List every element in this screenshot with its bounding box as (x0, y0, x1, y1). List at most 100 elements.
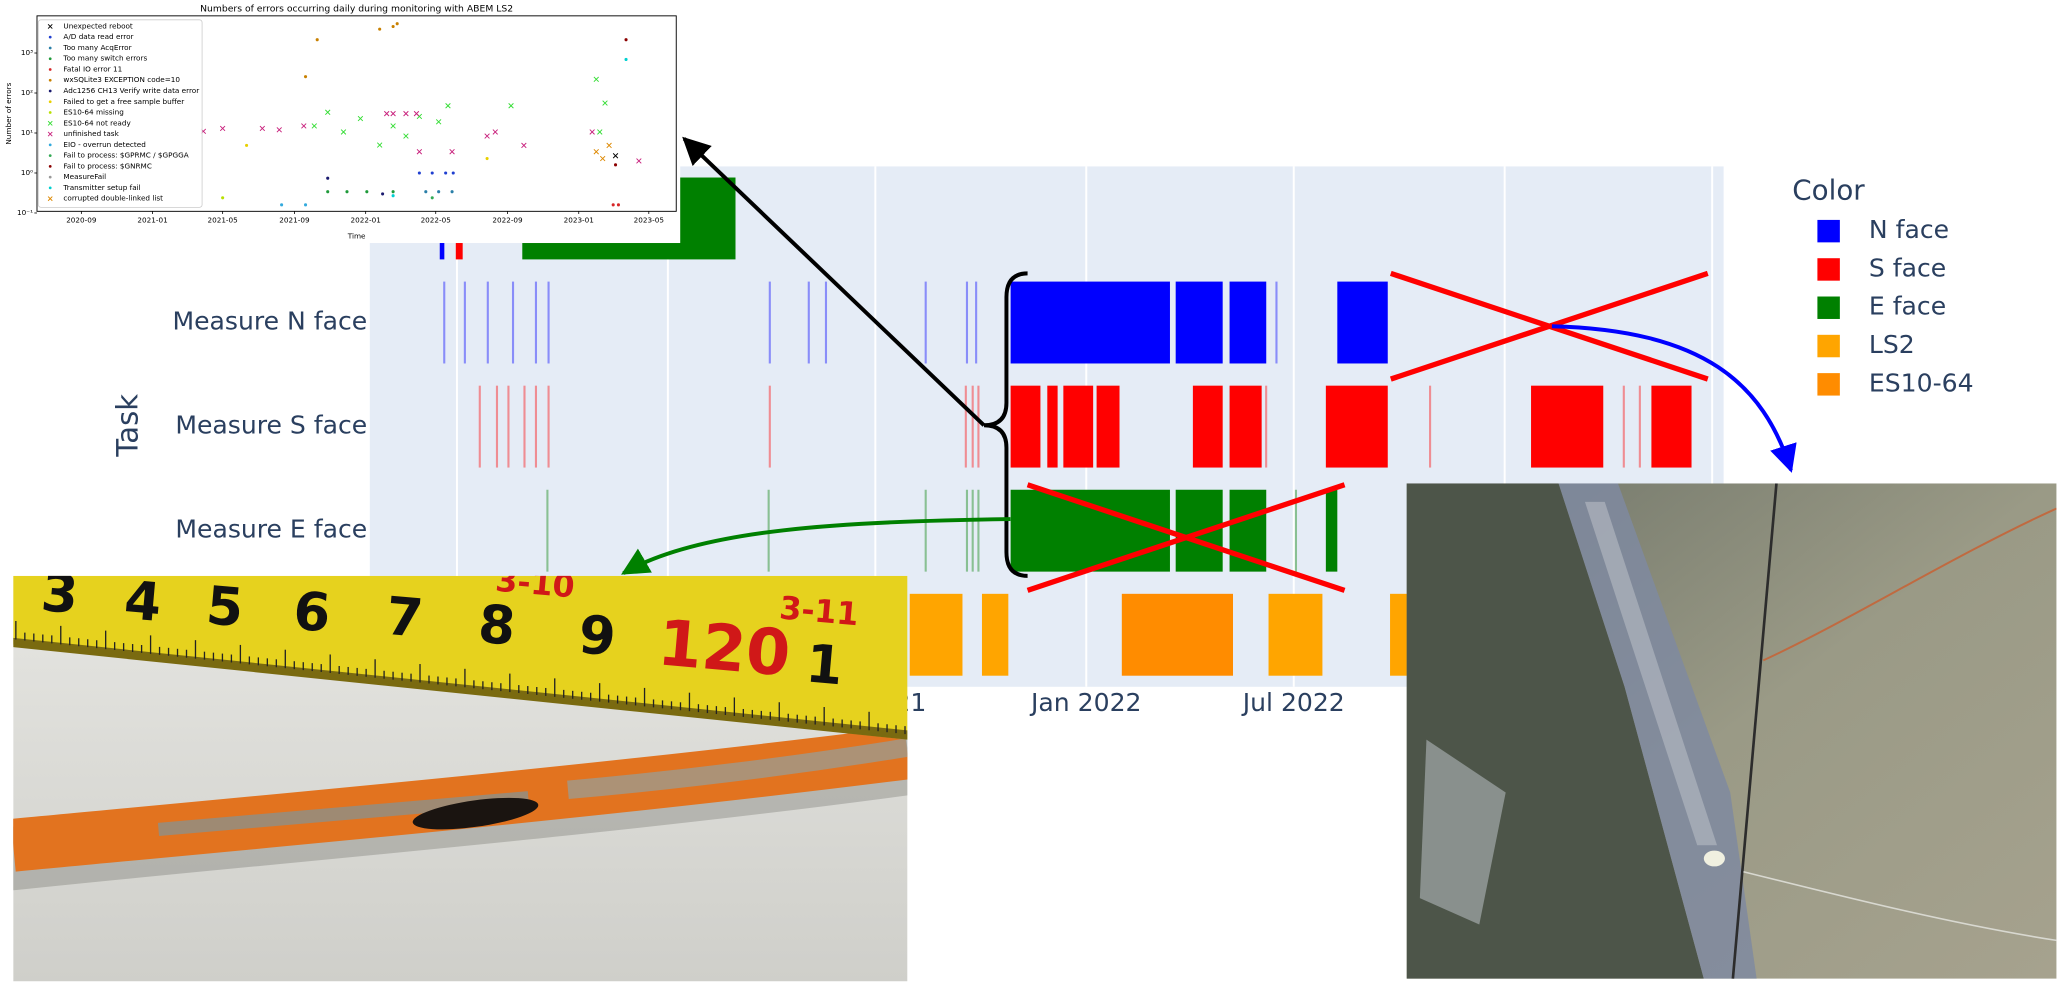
x-tick-label: 2023-05 (634, 216, 664, 225)
segment (1096, 385, 1120, 468)
tape-number: 3 (39, 562, 81, 626)
legend-marker (48, 78, 52, 82)
legend-swatch (1817, 219, 1840, 243)
y-tick-label: 10⁰ (21, 168, 33, 177)
inset-title: Numbers of errors occurring daily during… (200, 4, 513, 15)
snow-patch (1419, 739, 1506, 925)
x-axis-title: Time (347, 231, 366, 240)
legend-marker (48, 143, 52, 147)
point (599, 155, 606, 162)
rock-photo (1406, 483, 2057, 979)
legend-label: ES10-64 (1869, 368, 1974, 397)
point (593, 149, 599, 155)
x-tick-label: Jul 2022 (1241, 688, 1345, 717)
point (376, 142, 383, 148)
segment (495, 385, 499, 468)
legend-marker (47, 23, 53, 29)
wire (1731, 483, 1778, 979)
point (325, 109, 331, 115)
x-tick-label: 2022-01 (351, 216, 381, 225)
point (613, 163, 618, 167)
segment (1229, 281, 1267, 364)
segment (1638, 385, 1641, 468)
point (606, 142, 612, 149)
legend-marker (48, 154, 52, 157)
point (624, 38, 628, 42)
error-chart: Numbers of errors occurring daily during… (4, 0, 681, 244)
segment (807, 281, 810, 364)
point (624, 57, 628, 62)
segment (971, 489, 974, 572)
y-tick-label: Measure E face (175, 515, 367, 544)
legend-label: Too many AcqError (62, 43, 131, 52)
segment (1651, 385, 1692, 468)
segment (1275, 281, 1278, 364)
y-tick-label: Measure S face (175, 411, 367, 440)
point (437, 190, 441, 194)
y-axis-title: Number of errors (4, 82, 13, 144)
segment (964, 385, 967, 468)
tape-number: 8 (476, 594, 518, 658)
segment (1010, 385, 1041, 468)
arrow (1551, 324, 1797, 473)
segment (1622, 385, 1625, 468)
y-tick-label: Measure N face (172, 307, 367, 336)
legend-marker (48, 35, 52, 39)
segment (768, 385, 771, 468)
legend-label: Failed to get a free sample buffer (63, 97, 184, 106)
legend-marker (48, 68, 52, 71)
point (616, 203, 620, 207)
legend-label: Adc1256 CH13 Verify write data error (63, 86, 199, 95)
point (484, 133, 490, 139)
segment (977, 385, 980, 468)
tape-number: 6 (291, 581, 333, 645)
cable (1743, 870, 2057, 942)
cable-scuff (567, 738, 908, 800)
point (416, 149, 423, 155)
point (451, 171, 455, 175)
tape (13, 575, 908, 740)
segment (971, 385, 974, 468)
tape-number: 5 (204, 575, 246, 639)
legend-label: A/D data read error (63, 32, 133, 41)
point (315, 38, 319, 42)
y-axis-title: Task (110, 394, 144, 458)
legend-marker (48, 46, 52, 50)
segment (1325, 385, 1388, 468)
point (381, 192, 385, 196)
segment (534, 385, 538, 468)
point (521, 142, 527, 149)
legend-marker (48, 89, 52, 93)
legend-label: S face (1869, 253, 1946, 282)
segment (547, 385, 550, 468)
segment (1175, 281, 1223, 364)
segment (1010, 281, 1170, 364)
tape-edge (13, 637, 908, 740)
x-tick-label: 2022-05 (421, 216, 451, 225)
point (403, 133, 409, 139)
point (326, 176, 330, 180)
legend-label: Fail to process: $GNRMC (63, 161, 151, 170)
point (378, 27, 382, 31)
photos: 3 4 5 6 7 8 9 120 1 3-10 3-11 (13, 483, 2057, 982)
point (219, 125, 226, 132)
segment (1063, 385, 1094, 468)
point (485, 156, 489, 161)
segment (975, 281, 978, 364)
point (611, 203, 615, 207)
point (340, 129, 347, 135)
legend-marker (48, 100, 52, 104)
point (276, 127, 282, 133)
point (403, 110, 409, 117)
y-tick-label: 10³ (21, 48, 33, 57)
legend-swatch (1817, 334, 1840, 358)
arrow (621, 517, 1011, 575)
point (391, 194, 395, 198)
legend-marker (47, 120, 53, 126)
segment (1429, 385, 1432, 468)
segment (965, 281, 969, 364)
legend-swatch (1817, 258, 1840, 281)
segment (1121, 593, 1234, 676)
point (508, 103, 514, 109)
